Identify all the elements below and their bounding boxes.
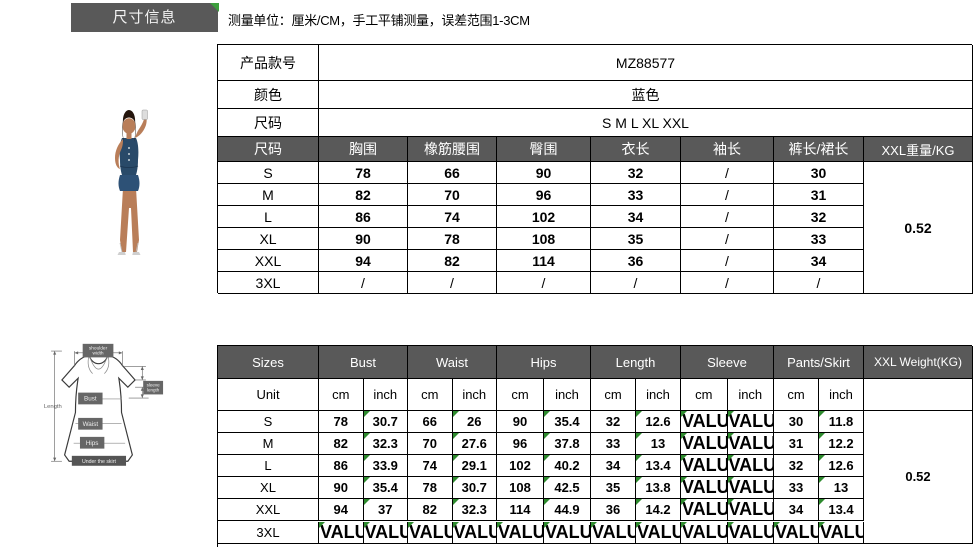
svg-text:Waist: Waist — [83, 421, 99, 428]
svg-text:length: length — [147, 388, 160, 393]
svg-text:Bust: Bust — [84, 396, 97, 403]
svg-text:Under the skirt: Under the skirt — [82, 459, 116, 465]
svg-text:shoulder: shoulder — [89, 345, 108, 351]
svg-text:Hips: Hips — [86, 440, 99, 447]
svg-text:width: width — [92, 351, 103, 357]
svg-text:Length: Length — [44, 404, 62, 410]
svg-text:sleeve: sleeve — [147, 382, 161, 387]
